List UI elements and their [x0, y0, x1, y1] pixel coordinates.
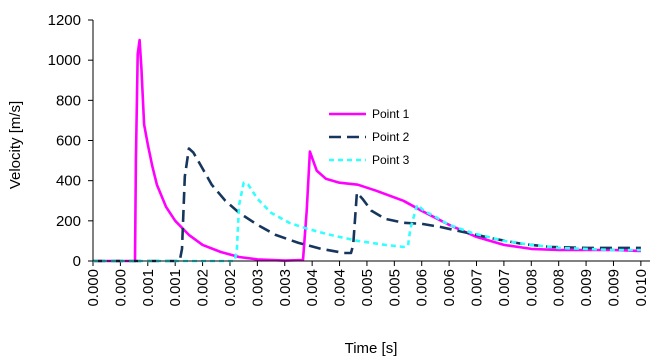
x-tick-label: 0.000 — [85, 269, 102, 307]
x-tick-label: 0.009 — [578, 269, 595, 307]
x-axis-title: Time [s] — [345, 340, 398, 356]
x-tick-label: 0.002 — [222, 269, 239, 307]
y-tick-label: 800 — [56, 92, 81, 109]
y-tick-label: 600 — [56, 133, 81, 150]
y-tick-label: 1200 — [48, 12, 81, 29]
legend: Point 1 Point 2 Point 3 — [329, 107, 410, 167]
x-tick-label: 0.001 — [140, 269, 157, 307]
x-tick-label: 0.000 — [112, 269, 129, 307]
x-tick-label: 0.005 — [359, 269, 376, 307]
y-tick-label: 0 — [73, 253, 81, 270]
series-layer — [93, 38, 641, 263]
x-tick-label: 0.004 — [304, 269, 321, 307]
y-tick-label: 1000 — [48, 52, 81, 69]
legend-label-point-1: Point 1 — [372, 107, 410, 121]
axes-layer — [92, 20, 650, 262]
legend-label-point-2: Point 2 — [372, 130, 410, 144]
x-tick-label: 0.005 — [386, 269, 403, 307]
x-tick-label: 0.003 — [277, 269, 294, 307]
x-tick-label: 0.008 — [523, 269, 540, 307]
x-tick-label: 0.007 — [469, 269, 486, 307]
x-tick-label: 0.002 — [195, 269, 212, 307]
x-tick-label: 0.008 — [551, 269, 568, 307]
x-tick-label: 0.010 — [633, 269, 650, 307]
x-tick-label: 0.004 — [332, 269, 349, 307]
x-tick-label: 0.006 — [441, 269, 458, 307]
x-tick-label: 0.006 — [414, 269, 431, 307]
legend-label-point-3: Point 3 — [372, 153, 410, 167]
y-tick-label: 400 — [56, 173, 81, 190]
y-axis-title: Velocity [m/s] — [7, 101, 24, 189]
x-tick-label: 0.001 — [167, 269, 184, 307]
series-line-point-2 — [93, 147, 641, 263]
y-axis-ticks: 0 200 400 600 800 1000 1200 — [48, 12, 93, 270]
x-tick-label: 0.007 — [496, 269, 513, 307]
x-tick-label: 0.003 — [249, 269, 266, 307]
x-tick-label: 0.009 — [605, 269, 622, 307]
series-line-point-3 — [93, 181, 641, 263]
y-tick-label: 200 — [56, 213, 81, 230]
series-line-point-1 — [93, 38, 641, 263]
x-axis-ticks: 0.000 0.000 0.001 0.001 0.002 0.002 0.003 0.003… — [85, 261, 650, 307]
